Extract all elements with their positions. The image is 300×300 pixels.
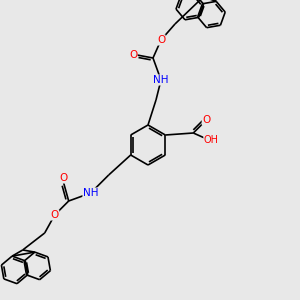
Text: O: O xyxy=(51,210,59,220)
Text: O: O xyxy=(129,50,137,60)
Text: O: O xyxy=(202,115,210,125)
Text: NH: NH xyxy=(153,75,169,85)
Text: NH: NH xyxy=(83,188,98,198)
Text: O: O xyxy=(60,173,68,183)
Text: O: O xyxy=(157,35,165,45)
Text: OH: OH xyxy=(204,135,219,145)
